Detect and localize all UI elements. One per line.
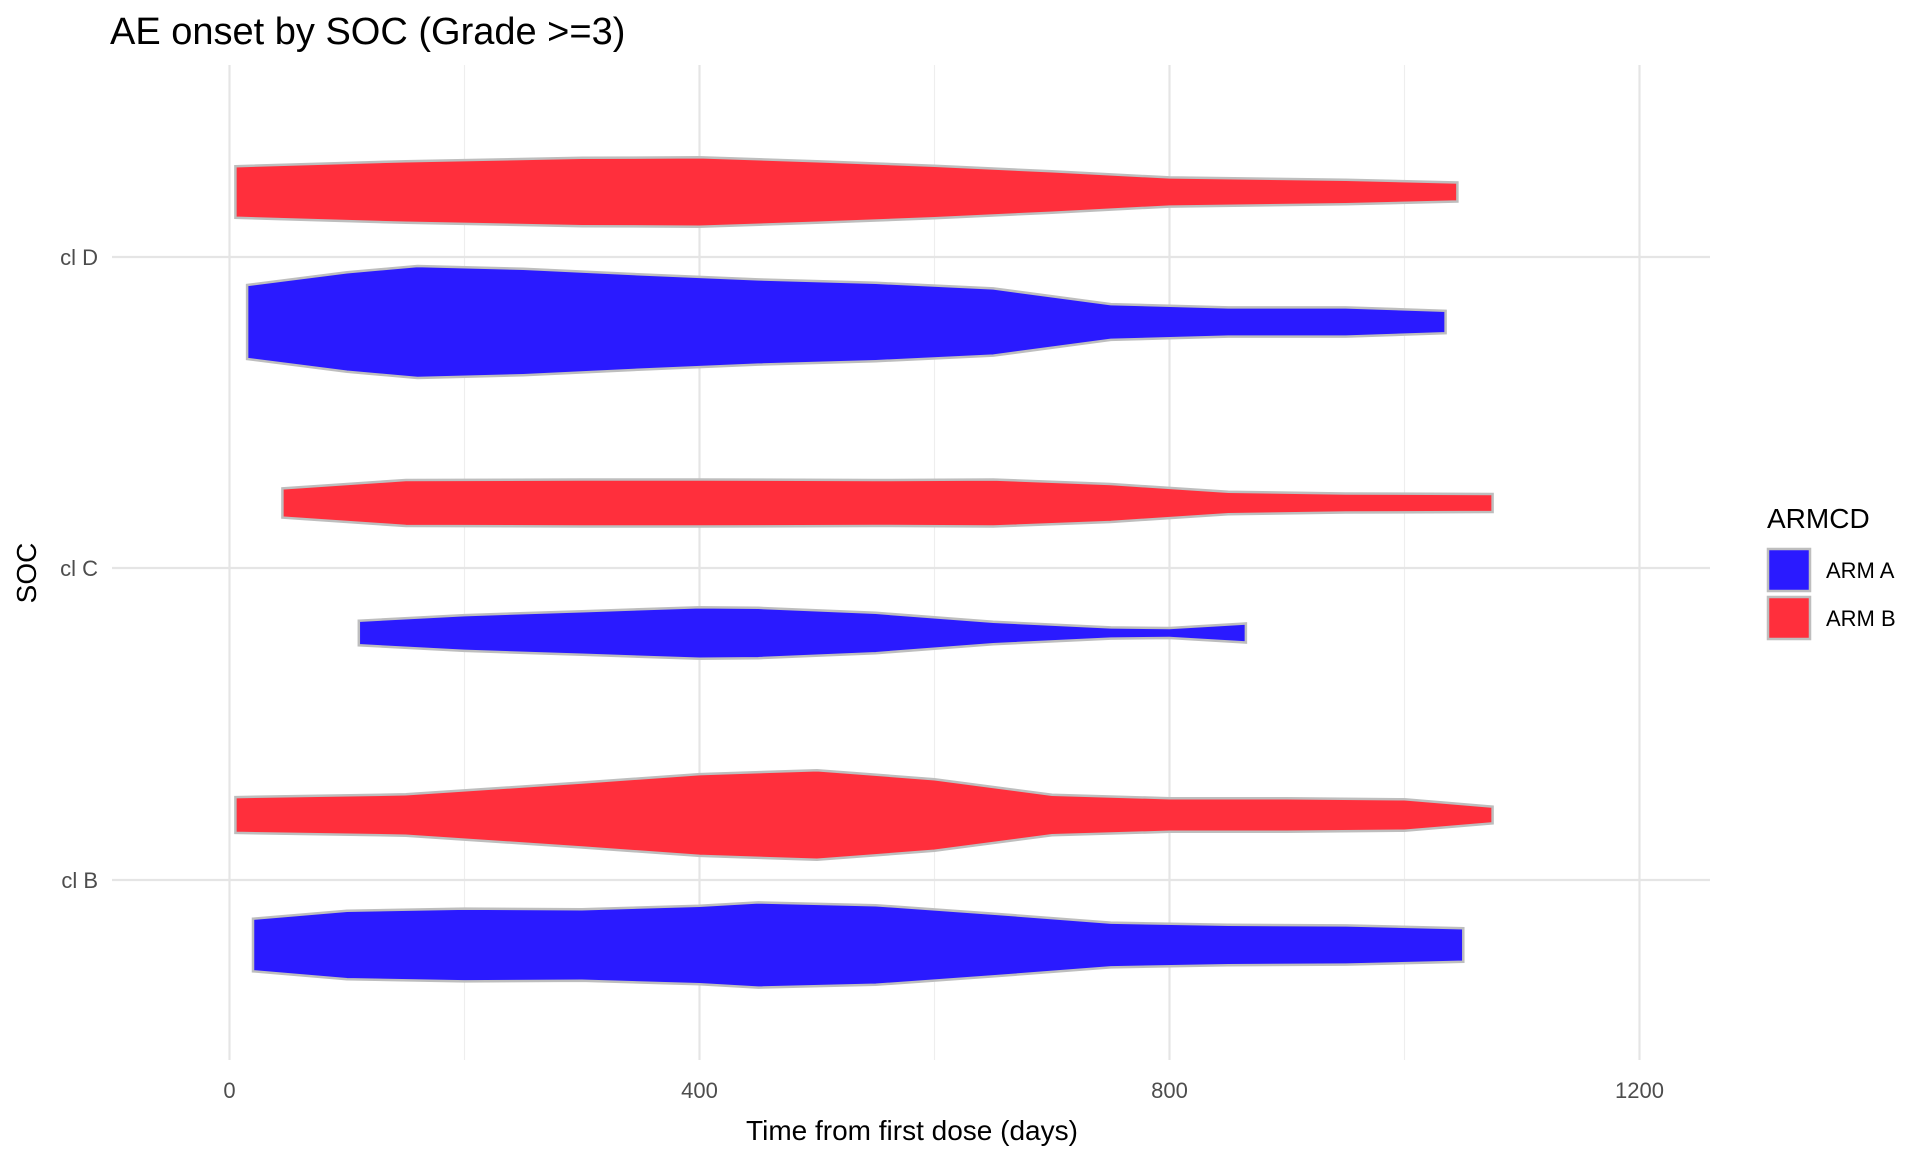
violins <box>234 156 1494 989</box>
y-tick-label: cl D <box>60 245 98 270</box>
y-tick-label: cl B <box>61 868 98 893</box>
y-axis-ticks: cl B cl C cl D <box>60 245 98 893</box>
x-tick-label: 0 <box>223 1078 235 1103</box>
legend-swatch-arm-a <box>1766 547 1812 593</box>
legend-label-arm-a: ARM A <box>1826 558 1895 583</box>
x-tick-label: 800 <box>1151 1078 1188 1103</box>
x-axis-title: Time from first dose (days) <box>746 1115 1078 1146</box>
x-tick-label: 1200 <box>1615 1078 1664 1103</box>
violin-arm-b-cl-b <box>234 768 1494 862</box>
legend: ARMCD ARM A ARM B <box>1766 503 1896 641</box>
violin-arm-a-cl-b <box>251 901 1465 989</box>
x-axis-ticks: 0 400 800 1200 <box>223 1078 1664 1103</box>
violin-arm-a-cl-c <box>357 605 1248 661</box>
legend-label-arm-b: ARM B <box>1826 606 1896 631</box>
violin-arm-a-cl-d <box>245 264 1447 380</box>
x-tick-label: 400 <box>681 1078 718 1103</box>
y-axis-title: SOC <box>11 543 42 604</box>
chart-title: AE onset by SOC (Grade >=3) <box>110 11 625 53</box>
grid-lines <box>112 65 1710 1060</box>
legend-title: ARMCD <box>1767 503 1870 534</box>
legend-swatch-arm-b <box>1766 595 1812 641</box>
violin-arm-b-cl-c <box>281 478 1494 528</box>
violin-arm-b-cl-d <box>234 156 1459 228</box>
y-tick-label: cl C <box>60 556 98 581</box>
